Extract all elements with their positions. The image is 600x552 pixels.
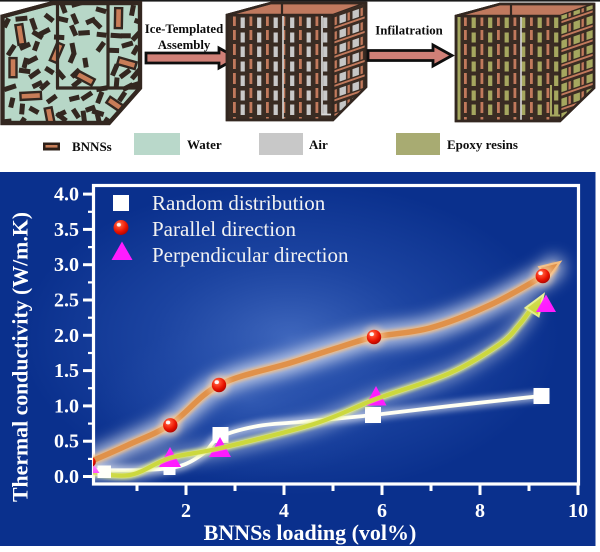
svg-text:6: 6 [377,500,387,522]
svg-text:Assembly: Assembly [158,38,211,52]
svg-text:4: 4 [279,500,289,522]
svg-text:Ice-Templated: Ice-Templated [145,22,223,36]
svg-text:1.0: 1.0 [54,395,79,417]
svg-text:Thermal conductivity (W/m.K): Thermal conductivity (W/m.K) [9,212,33,502]
svg-text:8: 8 [475,500,485,522]
svg-text:Water: Water [187,137,222,152]
svg-text:1.5: 1.5 [54,360,79,382]
svg-text:2: 2 [181,500,191,522]
svg-text:Air: Air [309,137,328,152]
svg-text:Epoxy resins: Epoxy resins [447,137,518,152]
svg-text:BNNSs loading (vol%): BNNSs loading (vol%) [204,520,417,545]
svg-text:BNNSs: BNNSs [72,139,112,154]
svg-text:10: 10 [568,500,588,522]
svg-text:2.0: 2.0 [54,325,79,347]
svg-text:0.5: 0.5 [54,431,79,453]
svg-text:3.0: 3.0 [54,254,79,276]
svg-text:Infilatration: Infilatration [375,24,443,38]
svg-text:0.0: 0.0 [54,466,79,488]
svg-text:Random distribution: Random distribution [152,191,326,215]
svg-text:Parallel direction: Parallel direction [152,217,297,241]
svg-text:3.5: 3.5 [54,219,79,241]
svg-text:Perpendicular direction: Perpendicular direction [152,243,349,267]
svg-text:4.0: 4.0 [54,184,79,206]
svg-text:2.5: 2.5 [54,290,79,312]
